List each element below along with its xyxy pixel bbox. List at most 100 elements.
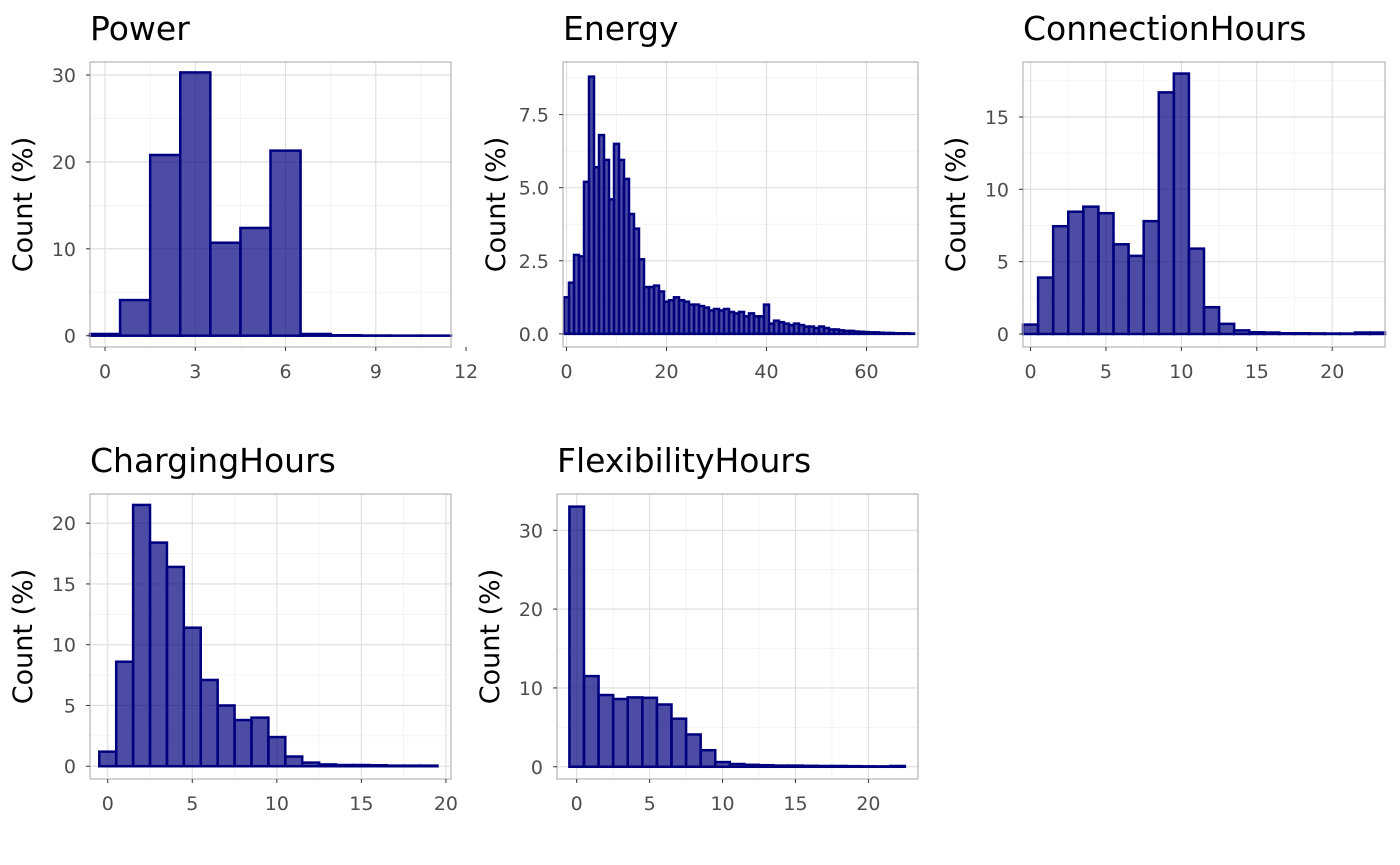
histogram-bar <box>300 761 321 768</box>
x-tick-label: 15 <box>783 793 807 815</box>
histogram-bar <box>1293 332 1311 336</box>
x-tick-label: 6 <box>279 361 291 383</box>
histogram-bar <box>179 71 212 337</box>
panel-title: ConnectionHours <box>1023 9 1306 48</box>
histogram-bar <box>801 764 819 769</box>
histogram-bar <box>233 718 253 768</box>
y-axis-label: Count (%) <box>941 137 972 273</box>
x-tick-label: 0 <box>99 361 111 383</box>
panel-border <box>562 61 919 348</box>
histogram-bar <box>1353 331 1372 336</box>
histogram-bar <box>568 505 586 769</box>
y-tick-label: 15 <box>52 574 76 596</box>
histogram-bar <box>131 503 152 768</box>
histogram-bar <box>641 696 659 769</box>
y-tick-label: 0 <box>531 757 543 779</box>
histogram-bar <box>845 764 863 769</box>
histogram-bar <box>269 149 302 337</box>
histogram-bar <box>670 717 688 769</box>
histogram-bar <box>419 764 439 768</box>
histogram-bar <box>816 764 834 769</box>
x-tick-label: 15 <box>349 793 373 815</box>
x-tick-label: 20 <box>1320 361 1344 383</box>
histogram-bar <box>597 693 615 769</box>
y-tick-label: 5 <box>997 252 1009 274</box>
y-tick-label: 15 <box>985 107 1009 129</box>
histogram-bar <box>402 764 422 768</box>
histogram-bar <box>148 153 182 337</box>
histogram-bar <box>1051 224 1070 336</box>
histogram-bar <box>1082 205 1100 336</box>
y-axis-label: Count (%) <box>481 137 512 273</box>
x-tick-label: 0 <box>560 361 572 383</box>
histogram-bar <box>786 764 805 769</box>
histogram-bar <box>1036 276 1055 336</box>
histogram-bar <box>368 764 388 768</box>
histogram-bar <box>699 748 717 769</box>
panel-title: FlexibilityHours <box>557 441 811 480</box>
histogram-bar <box>88 332 122 337</box>
histogram-bar <box>1232 329 1251 336</box>
histogram-bar <box>1142 219 1160 336</box>
histogram-bar <box>626 696 644 769</box>
y-axis-label: Count (%) <box>8 569 39 705</box>
histogram-bar <box>1368 331 1387 336</box>
histogram-bar <box>889 764 907 769</box>
y-axis-label: Count (%) <box>8 137 39 273</box>
histogram-bar <box>1021 323 1040 336</box>
y-tick-label: 0 <box>997 324 1009 346</box>
x-tick-label: 20 <box>856 793 880 815</box>
histogram-bar <box>1172 72 1191 336</box>
panel-title: Power <box>90 9 190 48</box>
histogram-bar <box>655 703 673 769</box>
histogram-bar <box>267 735 287 768</box>
y-axis-label: Count (%) <box>475 569 506 705</box>
x-tick-label: 5 <box>1100 361 1112 383</box>
histogram-bar <box>250 716 270 768</box>
histogram-bar <box>299 332 332 337</box>
panel-charginghours: 0 5 10 15 20 0 5 10 15 20 ChargingHours Count (%) <box>8 441 458 815</box>
panel-border <box>1022 61 1386 348</box>
y-tick-label: 7.5 <box>519 105 549 127</box>
panel-border <box>556 493 919 780</box>
x-tick-label: 5 <box>644 793 656 815</box>
histogram-bar <box>1217 322 1236 336</box>
x-tick-label: 10 <box>1169 361 1193 383</box>
histogram-bar <box>114 660 135 768</box>
panel-border <box>89 61 452 348</box>
panel-border <box>89 493 452 780</box>
histogram-bar <box>1248 330 1266 336</box>
y-tick-label: 30 <box>519 520 543 542</box>
histogram-bar <box>1127 254 1145 336</box>
histogram-bar <box>611 697 629 769</box>
y-tick-label: 20 <box>519 599 543 621</box>
x-tick-label: 3 <box>189 361 201 383</box>
histogram-bar <box>1308 332 1326 336</box>
histogram-bar <box>216 704 236 768</box>
histogram-bar <box>684 733 702 769</box>
panel-power: 0 3 6 9 12 0 10 20 30 Power Count (%) <box>8 9 478 383</box>
histogram-bar <box>1278 332 1296 336</box>
histogram-bar <box>743 763 761 769</box>
y-tick-label: 20 <box>52 152 76 174</box>
x-tick-label: 20 <box>434 793 458 815</box>
histogram-bar <box>385 764 405 768</box>
y-tick-label: 10 <box>52 239 76 261</box>
y-tick-label: 30 <box>52 65 76 87</box>
x-tick-label: 10 <box>265 793 289 815</box>
y-tick-label: 0.0 <box>519 324 549 346</box>
histogram-bar <box>165 565 186 768</box>
histogram-bar <box>1202 305 1221 336</box>
histogram-bar <box>317 763 338 768</box>
y-tick-label: 2.5 <box>519 251 549 273</box>
x-tick-label: 5 <box>186 793 198 815</box>
x-tick-label: 10 <box>710 793 734 815</box>
panel-title: Energy <box>563 9 679 48</box>
y-tick-label: 10 <box>519 678 543 700</box>
x-tick-label: 15 <box>1245 361 1269 383</box>
y-tick-label: 0 <box>64 326 76 348</box>
histogram-bar <box>351 763 372 768</box>
histogram-bar <box>199 678 219 768</box>
y-tick-label: 10 <box>985 179 1009 201</box>
